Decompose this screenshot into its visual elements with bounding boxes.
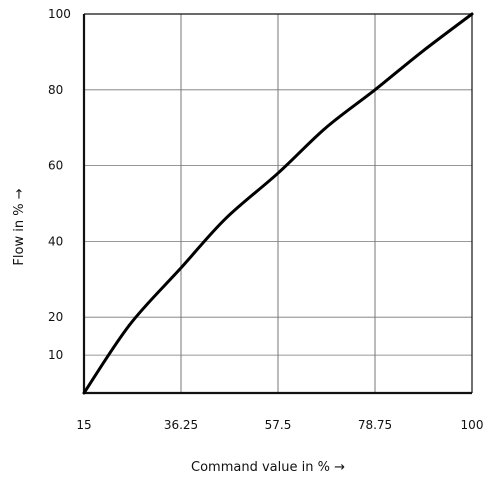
x-tick-label: 15 bbox=[76, 418, 91, 432]
x-tick-label: 100 bbox=[461, 418, 484, 432]
series-line bbox=[82, 12, 474, 395]
y-axis-title: Flow in % → bbox=[12, 188, 27, 265]
y-tick-label: 10 bbox=[48, 348, 63, 362]
x-axis-title: Command value in % → bbox=[191, 460, 345, 475]
tick-layer: 10 20 40 60 80 100 15 36.25 57.5 78.75 100 bbox=[48, 7, 483, 432]
series-layer bbox=[82, 12, 474, 395]
y-tick-label: 20 bbox=[48, 310, 63, 324]
x-tick-label: 78.75 bbox=[358, 418, 392, 432]
y-tick-label: 60 bbox=[48, 159, 63, 173]
y-tick-label: 80 bbox=[48, 83, 63, 97]
y-tick-label: 100 bbox=[48, 7, 71, 21]
frame-layer bbox=[82, 13, 473, 395]
x-tick-label: 36.25 bbox=[164, 418, 198, 432]
y-tick-label: 40 bbox=[48, 234, 63, 248]
grid-layer bbox=[84, 14, 472, 393]
x-tick-label: 57.5 bbox=[265, 418, 292, 432]
